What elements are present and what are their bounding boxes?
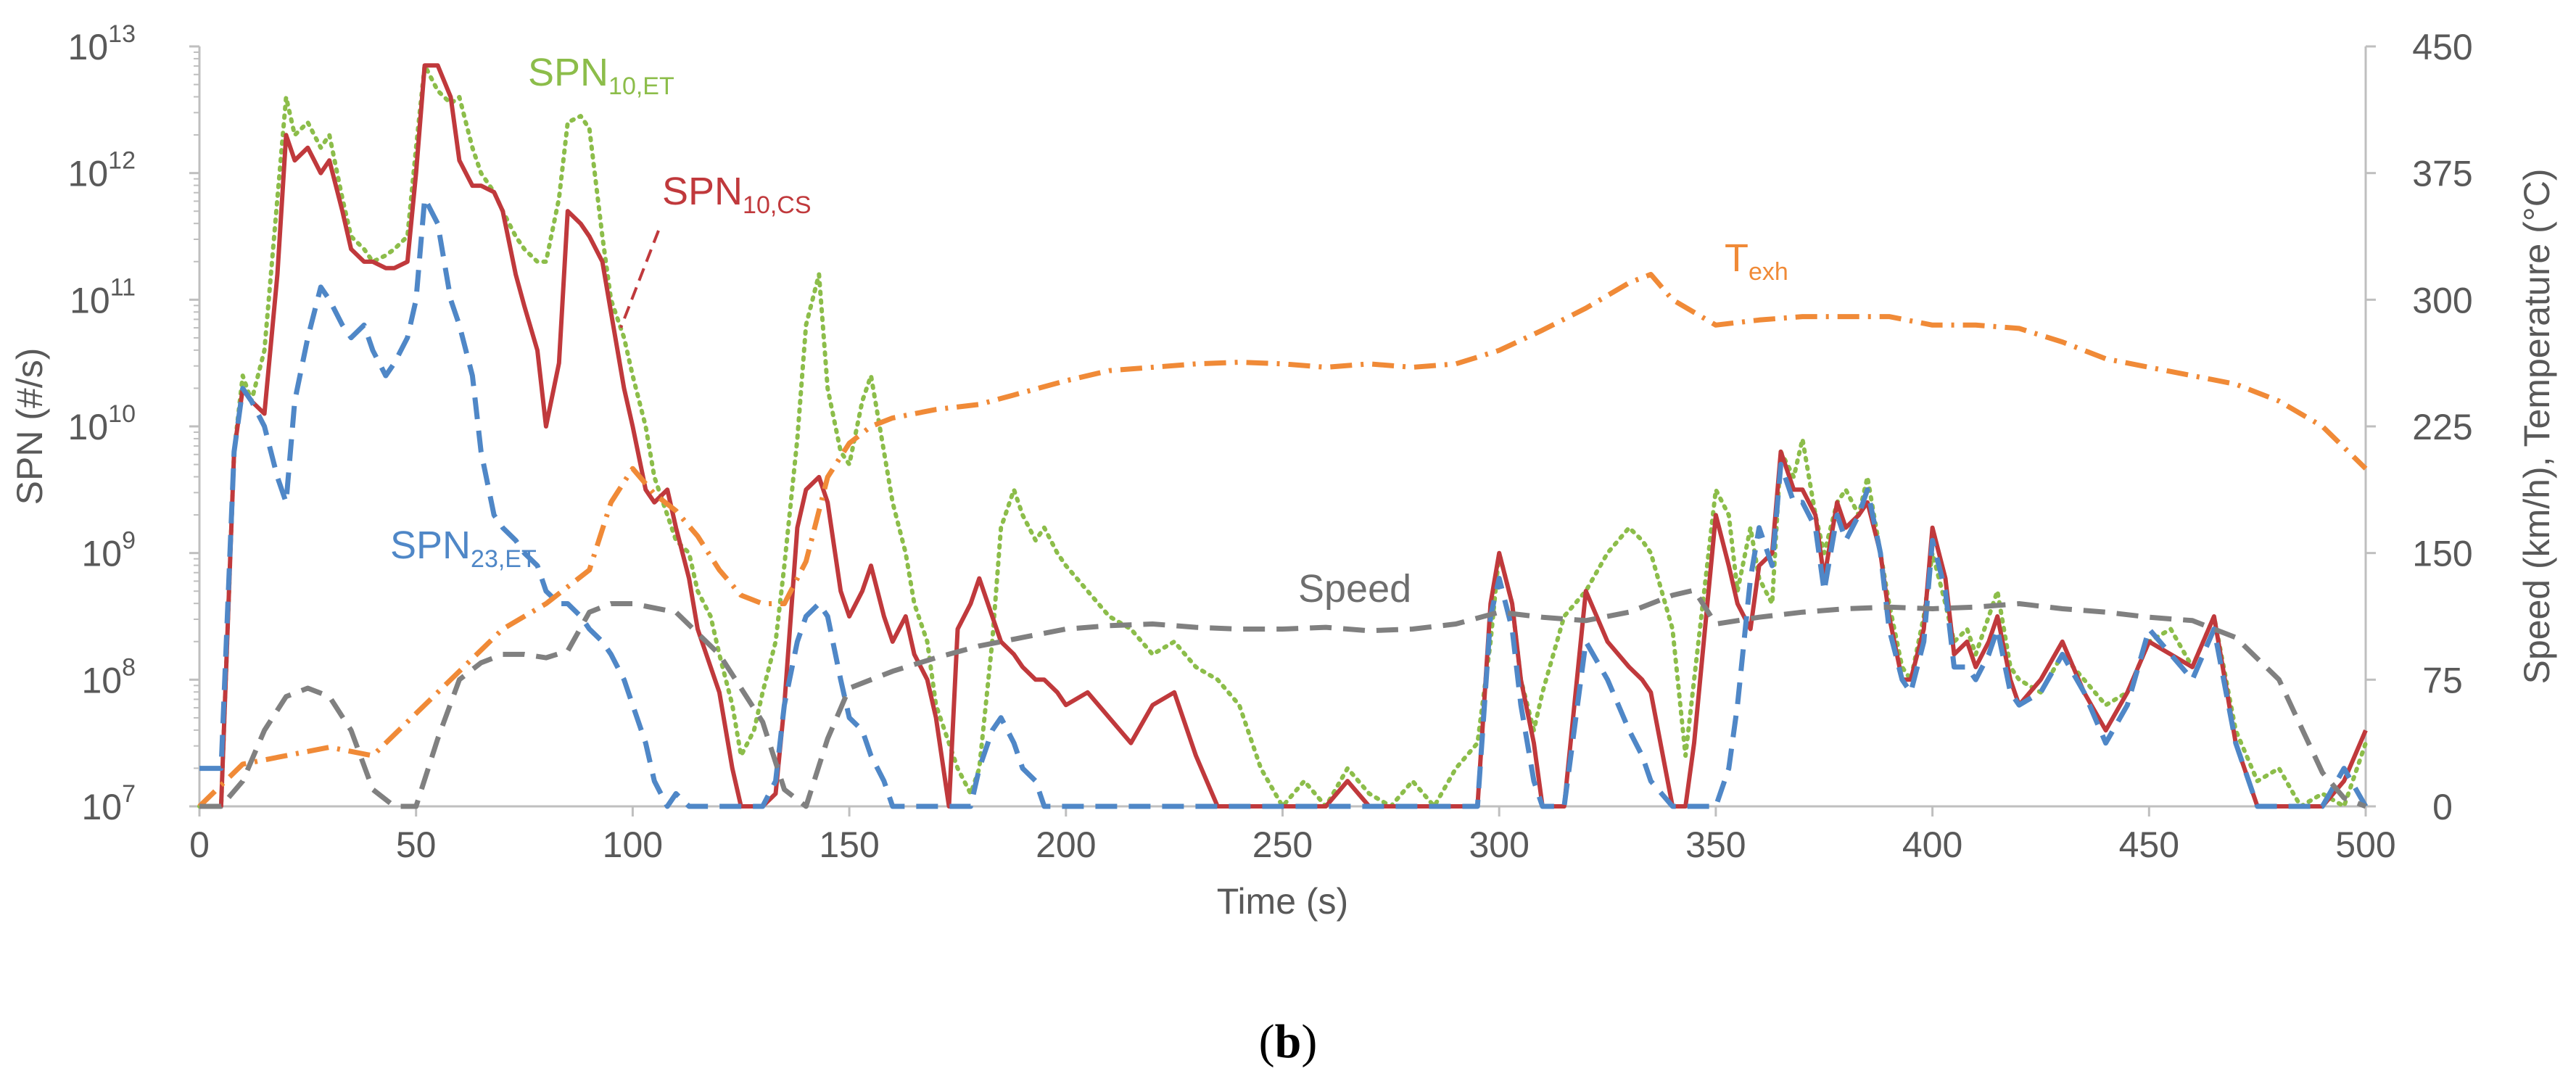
right-y-axis-ticks: 0 75 150 225 300 375 450 [2366,27,2473,827]
x-tick-label: 0 [189,824,210,865]
left-y-tick-exponent: 13 [108,20,136,48]
left-y-tick-label: 1012 [68,147,136,194]
left-y-tick-exponent: 12 [108,147,136,175]
annotation-spn10-cs: SPN10,CS [662,170,812,219]
x-tick-label: 100 [603,824,663,865]
right-y-axis-title: Speed (km/h), Temperature (°C) [2517,169,2557,685]
right-y-tick-label: 300 [2412,280,2472,321]
left-y-tick-exponent: 7 [122,780,136,808]
left-y-tick-base: 10 [68,27,109,67]
annotation-spn23-et-sub: 23,ET [471,545,537,573]
x-tick-label: 200 [1036,824,1096,865]
left-y-tick-label: 1010 [68,400,136,447]
x-tick-label: 150 [819,824,879,865]
left-y-tick-exponent: 8 [122,653,136,681]
x-axis-ticks: 0 50 100 150 200 250 300 350 400 450 500 [189,806,2396,865]
annotation-spn10-cs-main: SPN [662,170,743,213]
left-y-tick-exponent: 9 [122,527,136,555]
annotation-texh: Texh [1725,236,1788,286]
series-layer [197,63,2369,809]
left-y-tick-label: 109 [81,527,136,574]
panel-caption: (b) [1259,1015,1318,1068]
left-y-tick-label: 108 [81,653,136,700]
annotation-spn10-et-sub: 10,ET [608,73,674,100]
x-tick-label: 350 [1685,824,1746,865]
left-y-tick-base: 10 [81,787,122,827]
annotation-spn10-cs-leader [619,230,660,328]
series-line-spn10cs [199,63,2368,809]
x-tick-label: 300 [1469,824,1529,865]
right-y-tick-label: 150 [2412,534,2472,574]
series-line-spn23et [199,196,2369,809]
annotation-spn23-et-main: SPN [390,524,471,567]
series-line-texh [197,271,2368,809]
annotation-spn10-cs-sub: 10,CS [743,191,812,219]
right-y-tick-label: 375 [2412,154,2472,194]
left-y-tick-label: 1011 [70,273,136,321]
annotation-spn10-et-main: SPN [528,51,608,94]
left-y-axis-title: SPN (#/s) [9,348,50,505]
right-y-tick-label: 450 [2412,27,2472,67]
left-y-tick-base: 10 [81,660,122,700]
left-y-tick-base: 10 [68,154,109,194]
right-y-tick-label: 75 [2422,660,2463,700]
left-y-tick-label: 1013 [68,20,136,67]
left-y-tick-base: 10 [68,407,109,447]
series-line-spn10et [197,63,2368,809]
left-y-tick-base: 10 [70,280,110,321]
left-y-tick-exponent: 11 [110,273,136,301]
x-tick-label: 500 [2335,824,2395,865]
annotation-spn23-et: SPN23,ET [390,524,537,573]
right-y-tick-label: 0 [2432,787,2453,827]
annotation-spn10-et: SPN10,ET [528,51,674,100]
x-tick-label: 250 [1252,824,1313,865]
left-y-tick-exponent: 10 [108,400,136,428]
x-axis-title: Time (s) [1217,881,1348,922]
left-y-tick-base: 10 [81,534,122,574]
left-y-tick-label: 107 [81,780,136,827]
annotation-speed: Speed [1298,567,1411,611]
annotation-texh-sub: exh [1749,258,1788,286]
right-y-tick-label: 225 [2412,407,2472,447]
annotation-texh-main: T [1725,236,1749,280]
x-tick-label: 400 [1902,824,1962,865]
x-tick-label: 450 [2119,824,2179,865]
x-tick-label: 50 [396,824,437,865]
